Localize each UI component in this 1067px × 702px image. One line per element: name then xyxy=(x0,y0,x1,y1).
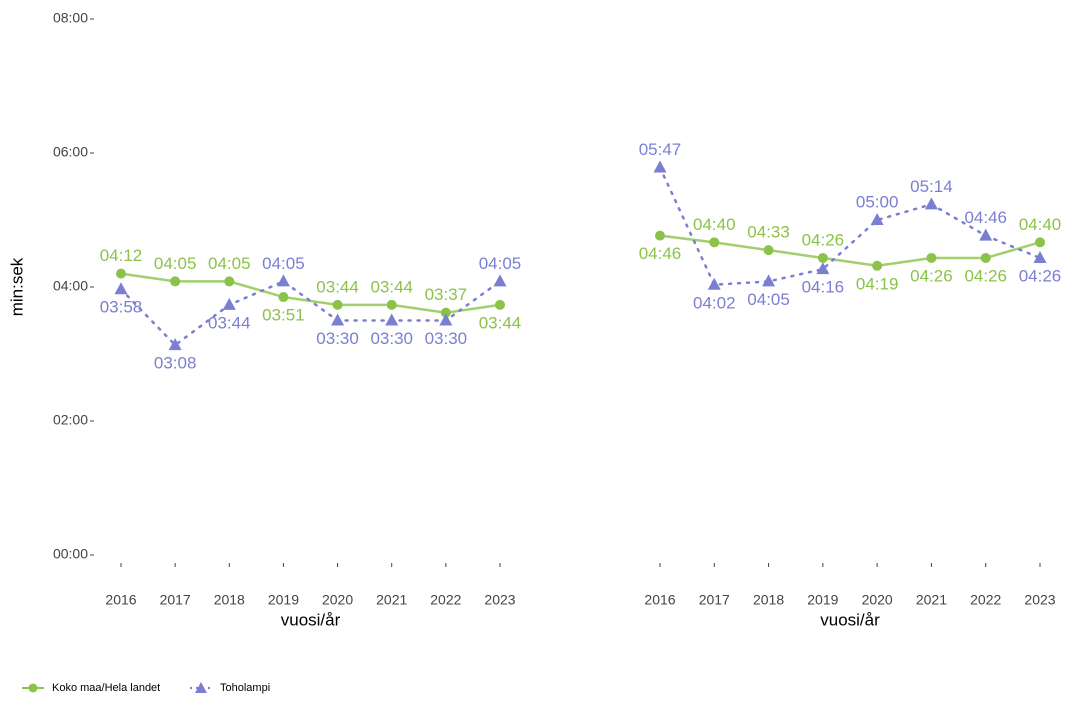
data-label: 04:46 xyxy=(639,244,682,263)
y-tick-label: 02:00 xyxy=(53,412,88,428)
x-tick-label: 2017 xyxy=(699,592,730,608)
point xyxy=(224,276,235,287)
data-label: 03:44 xyxy=(370,277,413,296)
point xyxy=(168,338,182,351)
point xyxy=(331,313,345,326)
point xyxy=(493,274,507,287)
x-tick-label: 2023 xyxy=(1024,592,1055,608)
point xyxy=(707,277,721,290)
x-tick-label: 2020 xyxy=(862,592,893,608)
data-label: 04:05 xyxy=(208,254,251,273)
x-tick-label: 2021 xyxy=(916,592,947,608)
x-tick-label: 2019 xyxy=(807,592,838,608)
y-tick-label: 08:00 xyxy=(53,10,88,26)
data-label: 04:46 xyxy=(964,208,1007,227)
point xyxy=(386,299,397,310)
x-tick-label: 2017 xyxy=(160,592,191,608)
point xyxy=(114,282,128,295)
data-label: 03:30 xyxy=(425,329,468,348)
x-tick-label: 2020 xyxy=(322,592,353,608)
point xyxy=(816,262,830,275)
data-label: 05:00 xyxy=(856,192,899,211)
point xyxy=(1035,237,1045,248)
point xyxy=(278,292,289,303)
data-label: 04:12 xyxy=(100,246,143,265)
data-label: 04:05 xyxy=(747,290,790,309)
x-tick-label: 2022 xyxy=(970,592,1001,608)
data-label: 04:05 xyxy=(262,254,305,273)
point xyxy=(276,274,290,287)
x-axis-label: vuosi/år xyxy=(281,610,341,629)
data-label: 04:40 xyxy=(693,215,736,234)
series-line xyxy=(119,272,502,314)
y-tick-label: 04:00 xyxy=(53,278,88,294)
point xyxy=(762,274,776,287)
point xyxy=(655,230,665,241)
data-label: 04:26 xyxy=(1019,266,1062,285)
data-label: 03:37 xyxy=(425,285,468,304)
x-tick-label: 2021 xyxy=(376,592,407,608)
legend-label: Toholampi xyxy=(220,682,270,694)
x-tick-label: 2023 xyxy=(484,592,515,608)
point xyxy=(116,268,126,279)
x-axis-label: vuosi/år xyxy=(820,610,880,629)
point xyxy=(872,260,883,271)
legend-marker xyxy=(195,682,207,693)
point xyxy=(926,252,937,263)
point xyxy=(495,299,505,310)
point xyxy=(924,197,938,210)
point xyxy=(222,297,236,310)
data-label: 04:16 xyxy=(802,278,845,297)
point xyxy=(709,237,720,248)
y-tick-label: 00:00 xyxy=(53,546,88,562)
data-label: 04:05 xyxy=(479,254,522,273)
x-tick-label: 2019 xyxy=(268,592,299,608)
data-label: 04:19 xyxy=(856,274,899,293)
point xyxy=(332,299,343,310)
x-tick-label: 2018 xyxy=(753,592,784,608)
point xyxy=(440,307,451,318)
y-tick-label: 06:00 xyxy=(53,144,88,160)
y-axis-label: min:sek xyxy=(7,257,26,316)
point xyxy=(170,276,181,287)
x-tick-label: 2016 xyxy=(105,592,136,608)
data-label: 03:30 xyxy=(316,329,359,348)
legend-label: Koko maa/Hela landet xyxy=(52,682,160,694)
point xyxy=(439,313,453,326)
data-label: 04:26 xyxy=(910,266,953,285)
point xyxy=(763,245,774,256)
legend-marker xyxy=(28,683,38,693)
point xyxy=(980,252,991,263)
data-label: 04:05 xyxy=(154,254,197,273)
data-label: 04:02 xyxy=(693,293,736,312)
data-label: 04:26 xyxy=(964,266,1007,285)
data-label: 03:30 xyxy=(370,329,413,348)
point xyxy=(979,228,993,241)
data-label: 03:44 xyxy=(208,313,251,332)
x-tick-label: 2016 xyxy=(644,592,675,608)
data-label: 03:51 xyxy=(262,306,305,325)
x-tick-label: 2018 xyxy=(214,592,245,608)
point xyxy=(1033,250,1047,263)
data-label: 03:08 xyxy=(154,354,197,373)
x-tick-label: 2022 xyxy=(430,592,461,608)
point xyxy=(817,252,828,263)
point xyxy=(385,313,399,326)
series-line xyxy=(658,234,1042,268)
data-label: 05:14 xyxy=(910,177,953,196)
data-label: 05:47 xyxy=(639,140,682,159)
series-line xyxy=(119,279,502,347)
data-label: 03:44 xyxy=(479,313,522,332)
point xyxy=(653,160,667,173)
data-label: 04:33 xyxy=(747,223,790,242)
data-label: 04:26 xyxy=(802,230,845,249)
data-label: 03:44 xyxy=(316,277,359,296)
data-label: 03:58 xyxy=(100,298,143,317)
data-label: 04:40 xyxy=(1019,215,1062,234)
point xyxy=(870,213,884,225)
